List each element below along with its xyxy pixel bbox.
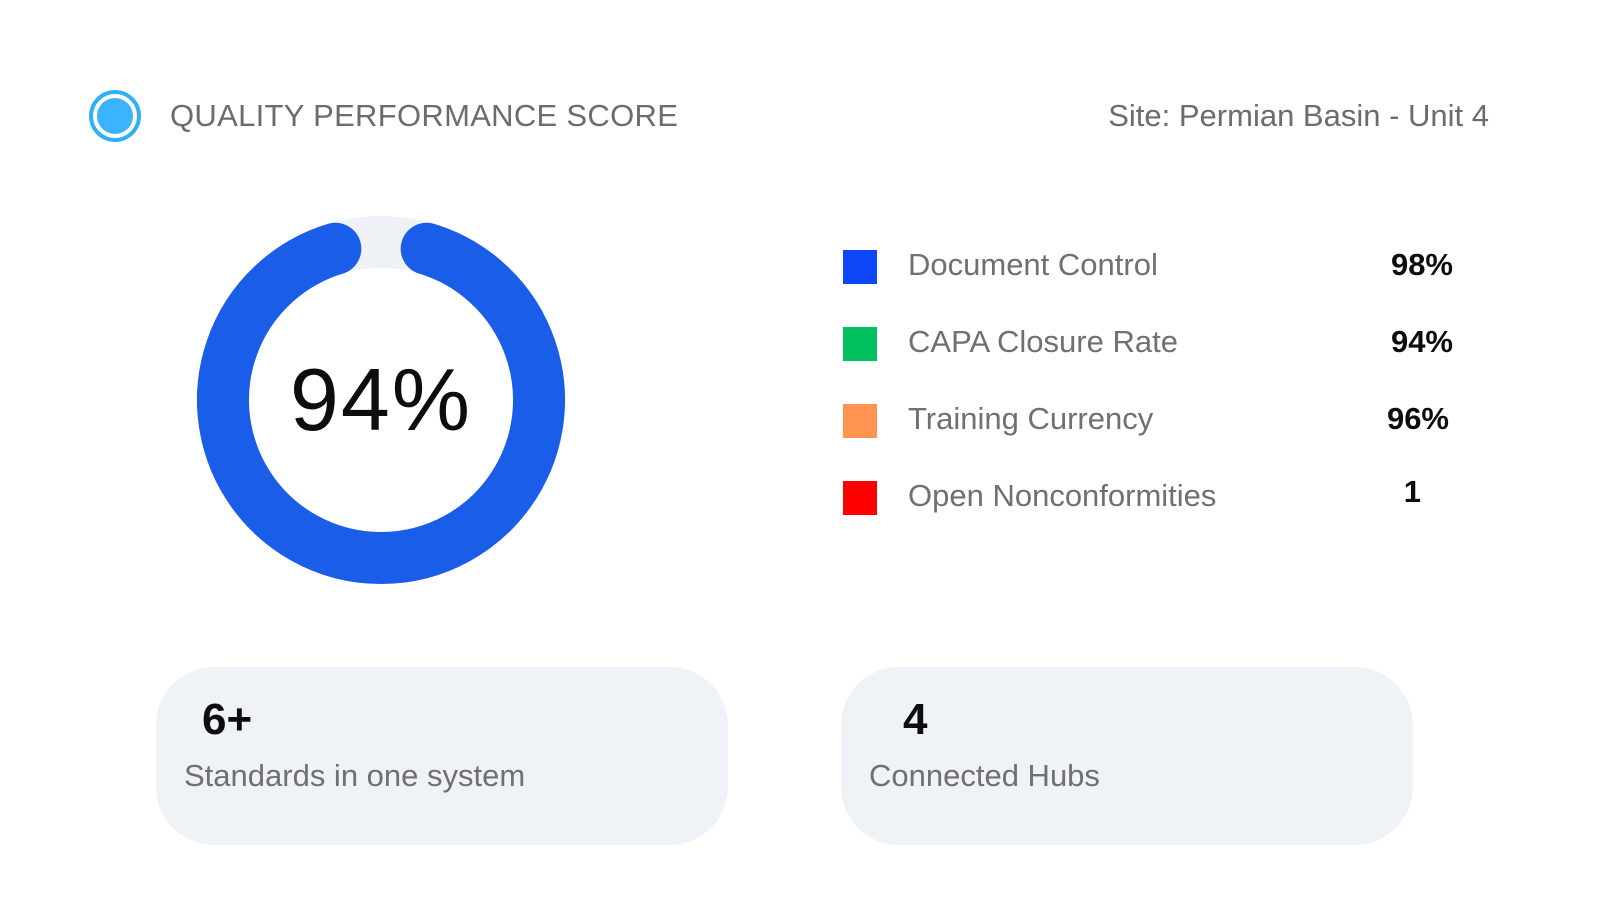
stat-number: 6+ xyxy=(202,695,253,744)
score-ring xyxy=(197,216,565,584)
stat-number: 4 xyxy=(903,695,928,744)
metrics-list: Document Control 98% CAPA Closure Rate 9… xyxy=(843,238,1483,546)
metric-label: Training Currency xyxy=(908,401,1154,436)
legend-swatch xyxy=(843,481,877,515)
score-donut: 94% xyxy=(196,215,566,585)
status-dot-icon xyxy=(89,90,141,142)
stat-caption: Standards in one system xyxy=(184,758,526,793)
stat-card-standards: 6+ Standards in one system xyxy=(156,667,728,845)
metric-label: Document Control xyxy=(908,247,1158,282)
metric-value: 1 xyxy=(1403,474,1421,509)
stat-caption: Connected Hubs xyxy=(869,758,1100,793)
metric-value: 94% xyxy=(1390,324,1453,359)
legend-swatch xyxy=(843,250,877,284)
score-ring-arc xyxy=(197,222,565,584)
metric-row-open-nonconformities: Open Nonconformities 1 xyxy=(843,469,1483,546)
metric-row-training-currency: Training Currency 96% xyxy=(843,392,1483,469)
status-dot-inner xyxy=(97,98,133,134)
legend-swatch xyxy=(843,327,877,361)
site-label: Site: Permian Basin - Unit 4 xyxy=(1108,98,1489,133)
metric-row-capa-closure-rate: CAPA Closure Rate 94% xyxy=(843,315,1483,392)
metric-row-document-control: Document Control 98% xyxy=(843,238,1483,315)
metric-value: 98% xyxy=(1390,247,1453,282)
metric-value: 96% xyxy=(1386,401,1449,436)
legend-swatch xyxy=(843,404,877,438)
stat-card-hubs: 4 Connected Hubs xyxy=(841,667,1413,845)
score-value: 94% xyxy=(289,350,473,449)
page-title: QUALITY PERFORMANCE SCORE xyxy=(170,98,679,133)
metric-label: CAPA Closure Rate xyxy=(908,324,1178,359)
metric-label: Open Nonconformities xyxy=(908,478,1217,513)
